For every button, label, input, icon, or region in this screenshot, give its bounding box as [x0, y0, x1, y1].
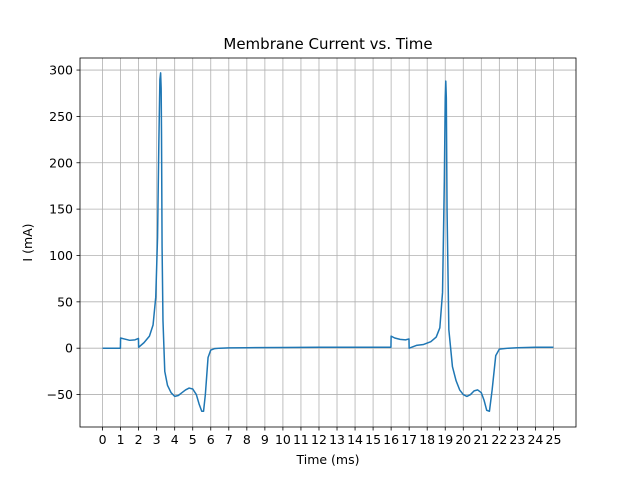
x-tick-label: 2 — [135, 432, 143, 447]
series-layer — [102, 72, 554, 412]
x-tick-label: 0 — [99, 432, 107, 447]
x-tick-label: 18 — [419, 432, 435, 447]
x-tick-label: 24 — [527, 432, 543, 447]
x-tick-label: 21 — [473, 432, 489, 447]
x-tick-label: 19 — [437, 432, 453, 447]
x-tick-label: 20 — [455, 432, 471, 447]
x-tick-label: 1 — [117, 432, 125, 447]
x-tick-label: 16 — [383, 432, 399, 447]
x-tick-label: 11 — [293, 432, 309, 447]
y-tick-label: 50 — [57, 294, 73, 309]
x-tick-label: 12 — [311, 432, 327, 447]
x-axis-ticks: 0 1 2 3 4 5 6 7 8 9 10 11 12 13 14 15 16 17 18 19 20 21 22 23 24… — [99, 427, 562, 447]
x-tick-label: 4 — [171, 432, 179, 447]
series-line — [102, 72, 554, 412]
x-tick-label: 22 — [491, 432, 507, 447]
x-axis-label: Time (ms) — [295, 452, 359, 467]
y-tick-label: 200 — [49, 155, 73, 170]
x-tick-label: 17 — [401, 432, 417, 447]
x-tick-label: 9 — [261, 432, 269, 447]
x-tick-label: 14 — [347, 432, 363, 447]
grid-layer — [80, 58, 576, 427]
y-tick-label: 100 — [49, 248, 73, 263]
y-tick-label: 300 — [49, 63, 73, 78]
x-tick-label: 5 — [189, 432, 197, 447]
x-tick-label: 13 — [329, 432, 345, 447]
x-tick-label: 10 — [275, 432, 291, 447]
y-tick-label: 250 — [49, 109, 73, 124]
x-tick-label: 7 — [225, 432, 233, 447]
x-tick-label: 15 — [365, 432, 381, 447]
y-axis-ticks: −50 0 50 100 150 200 250 300 — [47, 63, 80, 402]
y-tick-label: −50 — [47, 387, 73, 402]
plot-frame — [79, 57, 577, 428]
x-tick-label: 25 — [546, 432, 562, 447]
y-axis-label: I (mA) — [20, 223, 35, 261]
x-tick-label: 8 — [243, 432, 251, 447]
x-tick-label: 6 — [207, 432, 215, 447]
y-tick-label: 150 — [49, 202, 73, 217]
x-tick-label: 23 — [509, 432, 525, 447]
chart-title: Membrane Current vs. Time — [223, 35, 432, 53]
x-tick-label: 3 — [153, 432, 161, 447]
y-tick-label: 0 — [65, 341, 73, 356]
